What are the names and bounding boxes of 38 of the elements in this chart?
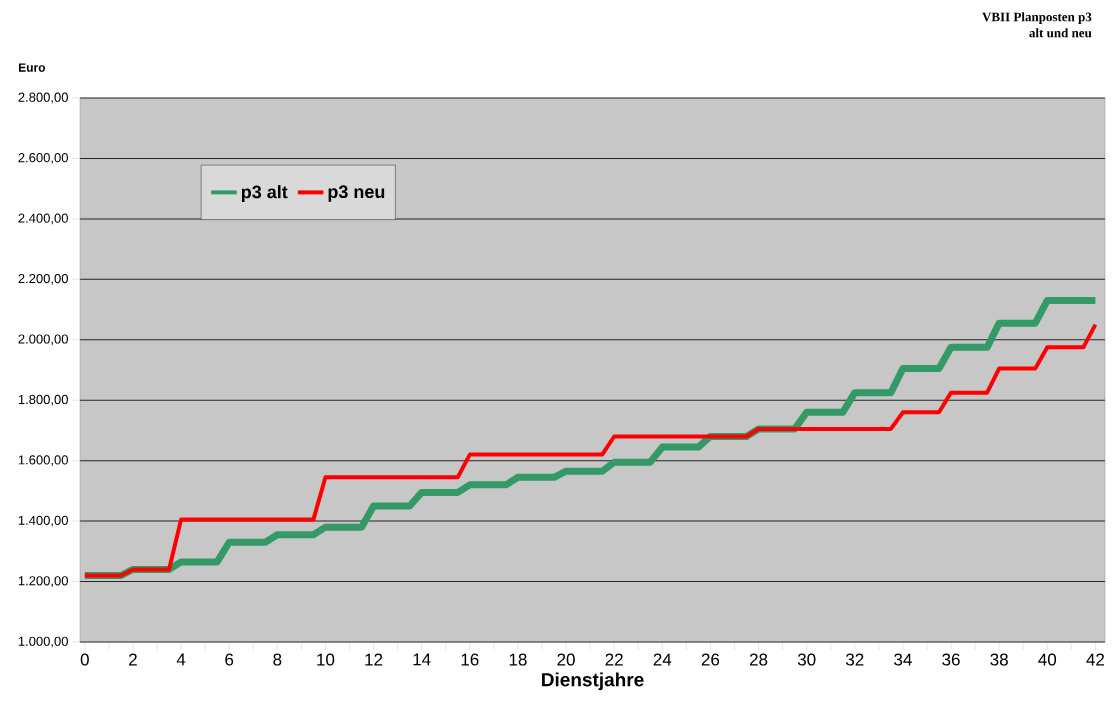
y-tick-label: 1.400,00 bbox=[18, 515, 68, 527]
x-tick-label: 36 bbox=[942, 653, 960, 666]
y-tick-label: 1.000,00 bbox=[18, 636, 68, 648]
x-tick-label: 32 bbox=[845, 653, 864, 666]
x-tick-label: 10 bbox=[317, 653, 335, 666]
x-axis-title: Dienstjahre bbox=[542, 672, 644, 691]
x-tick-label: 20 bbox=[557, 653, 575, 666]
x-tick-label: 12 bbox=[365, 653, 383, 666]
y-tick-label: 2.400,00 bbox=[18, 213, 68, 225]
chart-title: VBII Planposten p3 bbox=[982, 12, 1092, 24]
x-tick-label: 16 bbox=[461, 653, 479, 666]
y-tick-label: 2.600,00 bbox=[18, 153, 68, 164]
y-tick-label: 1.600,00 bbox=[18, 455, 68, 467]
x-tick-label: 2 bbox=[129, 653, 137, 666]
y-tick-label: 1.800,00 bbox=[18, 394, 68, 406]
x-tick-label: 6 bbox=[225, 653, 234, 666]
y-axis-title: Euro bbox=[19, 63, 46, 72]
y-tick-label: 1.200,00 bbox=[18, 576, 68, 587]
x-tick-label: 40 bbox=[1038, 653, 1057, 666]
y-tick-label: 2.000,00 bbox=[18, 334, 68, 346]
x-tick-label: 34 bbox=[894, 653, 912, 666]
x-tick-label: 4 bbox=[176, 653, 186, 666]
y-tick-label: 2.200,00 bbox=[18, 273, 68, 285]
x-tick-label: 24 bbox=[653, 653, 672, 666]
x-tick-label: 18 bbox=[509, 653, 527, 666]
x-tick-label: 42 bbox=[1086, 653, 1104, 666]
x-tick-label: 28 bbox=[749, 653, 768, 666]
x-tick-label: 22 bbox=[605, 653, 623, 666]
chart-subtitle: alt und neu bbox=[1029, 28, 1092, 38]
x-tick-label: 8 bbox=[273, 653, 282, 666]
y-tick-label: 2.800,00 bbox=[18, 92, 68, 104]
x-tick-label: 30 bbox=[797, 653, 816, 666]
legend-label: p3 neu bbox=[328, 185, 385, 202]
x-tick-label: 14 bbox=[413, 653, 431, 666]
legend-label: p3 alt bbox=[241, 185, 288, 202]
x-tick-label: 38 bbox=[990, 653, 1008, 666]
x-tick-label: 0 bbox=[80, 653, 89, 666]
x-tick-label: 26 bbox=[701, 653, 720, 666]
